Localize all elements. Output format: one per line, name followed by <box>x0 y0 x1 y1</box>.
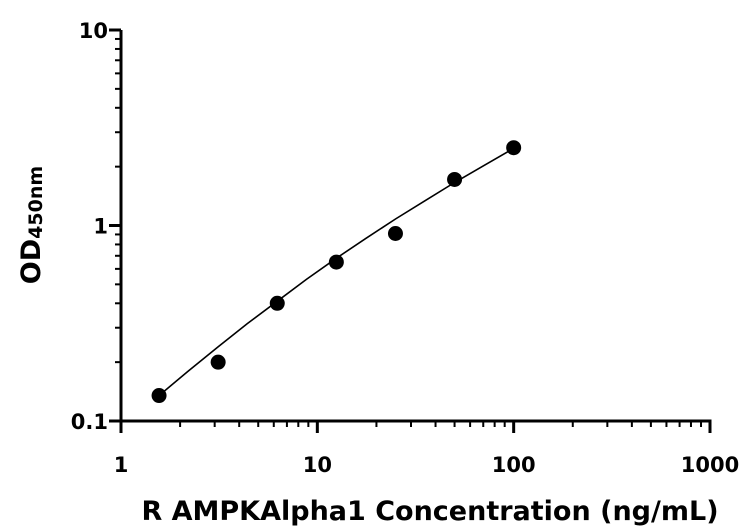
x-tick-label: 1 <box>114 453 129 477</box>
y-axis-title: OD450nm <box>16 166 47 284</box>
data-point <box>447 171 463 187</box>
x-tick-label: 10 <box>303 453 332 477</box>
data-point <box>151 388 167 404</box>
x-tick-label: 1000 <box>681 453 739 477</box>
axes <box>109 28 712 433</box>
data-point <box>387 226 403 242</box>
y-tick-label: 10 <box>79 19 108 43</box>
y-tick-label: 0.1 <box>71 410 108 434</box>
y-tick-label: 1 <box>93 215 108 239</box>
data-point <box>506 140 522 156</box>
data-points <box>151 140 522 404</box>
x-axis-title: R AMPKAlpha1 Concentration (ng/mL) <box>141 496 718 527</box>
data-point <box>269 295 285 311</box>
x-tick-label: 100 <box>492 453 536 477</box>
data-point <box>210 354 226 370</box>
y-axis-title-subscript: 450nm <box>25 166 47 239</box>
data-point <box>328 254 344 270</box>
y-axis-title-main: OD <box>16 239 47 284</box>
